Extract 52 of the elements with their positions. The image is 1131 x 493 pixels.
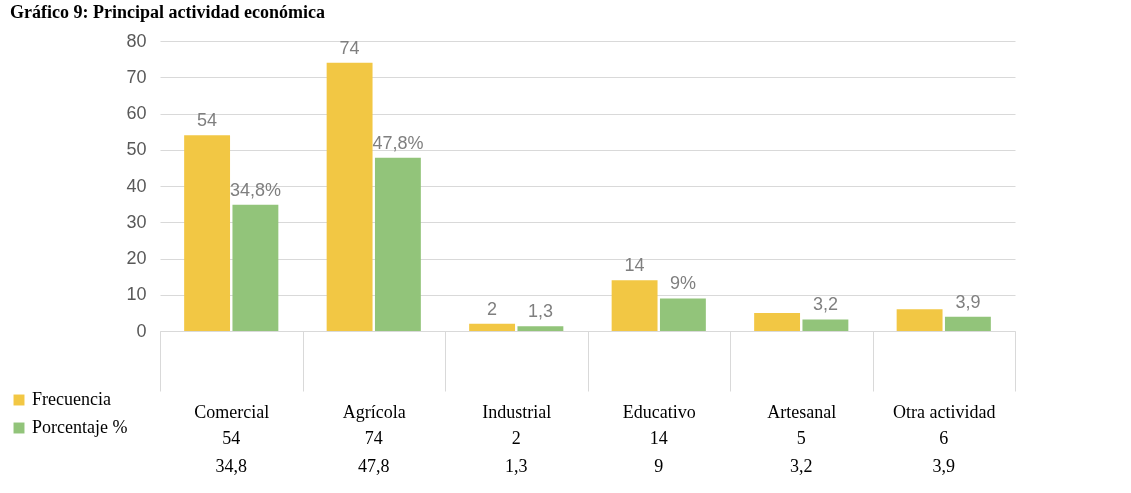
annotation: 34,8% [229,179,281,200]
annotation: 74 [339,37,360,58]
bar [659,298,706,331]
data-label: 14 [649,428,668,448]
bar [517,326,564,331]
annotation: 2 [487,298,498,319]
bar [611,280,658,331]
data-label: 54 [222,428,241,448]
legend-label: Porcentaje % [32,417,128,437]
x-tick-label: Comercial [194,401,270,422]
chart-title: Gráfico 9: Principal actividad económica [10,2,325,22]
data-label: 74 [364,428,383,448]
data-label: 47,8 [358,456,390,476]
data-label: 3,2 [790,456,813,476]
annotation: 54 [197,110,218,131]
bar [184,135,231,331]
data-label: 34,8 [215,456,247,476]
bar [469,323,516,331]
y-tick-label: 60 [126,103,147,123]
bar [802,319,849,331]
x-tick-label: Agrícola [342,401,406,422]
y-tick-label: 50 [126,139,147,160]
annotation: 9% [669,273,696,294]
x-tick-label: Industrial [482,401,552,422]
y-tick-label: 40 [126,175,147,196]
y-tick-label: 10 [126,284,147,305]
x-tick-label: Artesanal [767,401,837,422]
y-tick-label: 30 [126,211,147,232]
bar [896,309,943,331]
legend-label: Frecuencia [32,389,111,409]
annotation: 3,9 [955,291,981,312]
annotation: 1,3 [527,301,553,322]
bar [374,157,421,331]
bar [754,312,801,331]
bar [326,62,373,331]
data-label: 9 [654,456,664,476]
y-tick-label: 70 [126,66,147,87]
annotation: 14 [624,255,645,276]
x-tick-label: Otra actividad [893,401,996,422]
annotation: 47,8% [372,132,424,153]
data-label: 6 [939,428,949,448]
x-tick-label: Educativo [622,401,696,422]
y-tick-label: 80 [126,30,147,51]
y-tick-label: 20 [126,248,147,268]
data-label: 5 [796,428,806,448]
data-label: 3,9 [932,456,955,476]
annotation: 3,2 [812,294,838,315]
bar [944,316,991,331]
data-label: 2 [511,428,521,448]
data-label: 1,3 [505,456,528,476]
bar [232,204,279,331]
y-tick-label: 0 [136,320,147,341]
